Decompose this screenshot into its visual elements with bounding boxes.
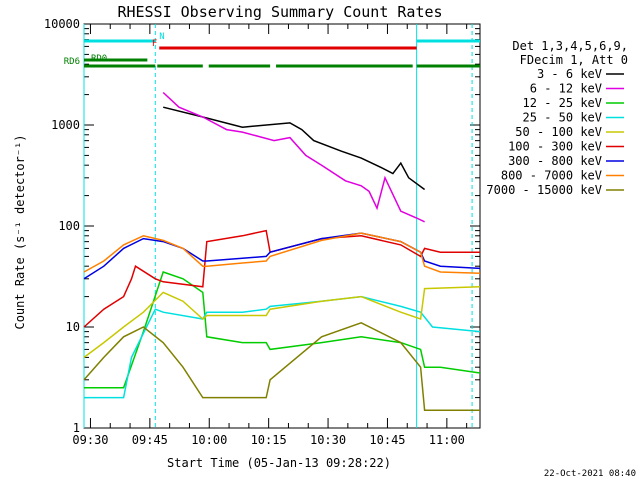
x-tick-label: 10:15 <box>251 433 287 447</box>
series-line <box>83 286 481 359</box>
legend-entry: 3 - 6 keV <box>537 67 602 81</box>
x-tick-label: 11:00 <box>429 433 465 447</box>
x-tick-label: 09:30 <box>72 433 108 447</box>
series-line <box>84 271 481 389</box>
legend-entry: 7000 - 15000 keV <box>486 183 602 197</box>
y-axis-label: Count Rate (s⁻¹ detector⁻¹) <box>13 134 27 329</box>
y-tick-label: 100 <box>58 219 80 233</box>
series-line <box>162 91 425 223</box>
x-tick-label: 09:45 <box>132 433 168 447</box>
y-tick-label: 10 <box>66 320 80 334</box>
flag-label: RD6 <box>64 57 80 67</box>
legend: Det 1,3,4,5,6,9,FDecim 1, Att 03 - 6 keV… <box>486 39 628 197</box>
legend-header: Det 1,3,4,5,6,9, <box>512 39 628 53</box>
legend-entry: 100 - 300 keV <box>508 140 602 154</box>
legend-entry: 300 - 800 keV <box>508 154 602 168</box>
date-stamp: 22-Oct-2021 08:40 <box>544 469 636 479</box>
flag-label: RD0 <box>91 54 107 64</box>
flag-label: N <box>159 32 164 42</box>
legend-entry: 6 - 12 keV <box>530 82 602 96</box>
series-line <box>83 321 480 411</box>
x-tick-label: 10:30 <box>310 433 346 447</box>
plot-area: 1 10 100 1000 10000 09:30 09:45 10:00 10:15 10:30… <box>44 17 481 447</box>
x-tick-label: 10:00 <box>191 433 227 447</box>
legend-entry: 50 - 100 keV <box>515 125 602 139</box>
series-line <box>83 232 481 275</box>
chart-title: RHESSI Observing Summary Count Rates <box>117 3 442 21</box>
flag-label: F <box>152 39 157 49</box>
series-line <box>84 295 481 399</box>
x-tick-label: 10:45 <box>369 433 405 447</box>
legend-entry: 12 - 25 keV <box>523 96 602 110</box>
legend-entry: 25 - 50 keV <box>523 111 602 125</box>
y-tick-label: 10000 <box>44 17 80 31</box>
legend-header: FDecim 1, Att 0 <box>520 53 628 67</box>
y-tick-label: 1 <box>73 421 80 435</box>
x-axis-label: Start Time (05-Jan-13 09:28:22) <box>167 456 391 470</box>
legend-entry: 800 - 7000 keV <box>501 169 602 183</box>
series-line <box>83 229 480 328</box>
y-tick-label: 1000 <box>51 118 80 132</box>
series-line <box>163 106 426 191</box>
